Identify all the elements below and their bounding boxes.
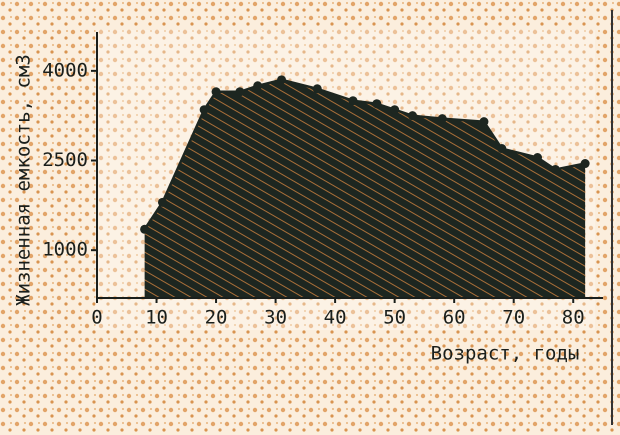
data-point bbox=[438, 114, 447, 123]
y-tick-label: 1000 bbox=[42, 239, 88, 261]
data-point bbox=[212, 87, 221, 96]
x-tick-label: 60 bbox=[443, 307, 466, 329]
data-point bbox=[140, 225, 149, 234]
data-point bbox=[313, 84, 322, 93]
data-point bbox=[348, 96, 357, 105]
x-tick-label: 30 bbox=[264, 307, 287, 329]
x-tick-label: 0 bbox=[91, 307, 102, 329]
data-point bbox=[479, 117, 488, 126]
y-tick-label: 2500 bbox=[42, 149, 88, 171]
data-point bbox=[581, 159, 590, 168]
data-point bbox=[551, 165, 560, 174]
x-tick-label: 40 bbox=[324, 307, 347, 329]
x-tick-label: 50 bbox=[383, 307, 406, 329]
data-point bbox=[497, 144, 506, 153]
x-tick-label: 80 bbox=[562, 307, 585, 329]
data-point bbox=[200, 105, 209, 114]
data-point bbox=[158, 198, 167, 207]
y-tick-label: 4000 bbox=[42, 59, 88, 81]
x-tick-label: 10 bbox=[145, 307, 168, 329]
x-axis-label: Возраст, годы bbox=[431, 343, 580, 365]
data-point bbox=[408, 111, 417, 120]
data-point bbox=[533, 153, 542, 162]
data-point bbox=[253, 81, 262, 90]
y-axis-label: Жизненная емкость, см3 bbox=[13, 54, 35, 306]
x-tick-label: 70 bbox=[502, 307, 525, 329]
chart: Возраст, годы Жизненная емкость, см3 100… bbox=[0, 0, 620, 435]
data-point bbox=[390, 105, 399, 114]
data-point bbox=[277, 75, 286, 84]
data-point bbox=[372, 99, 381, 108]
data-point bbox=[235, 87, 244, 96]
x-tick-label: 20 bbox=[205, 307, 228, 329]
